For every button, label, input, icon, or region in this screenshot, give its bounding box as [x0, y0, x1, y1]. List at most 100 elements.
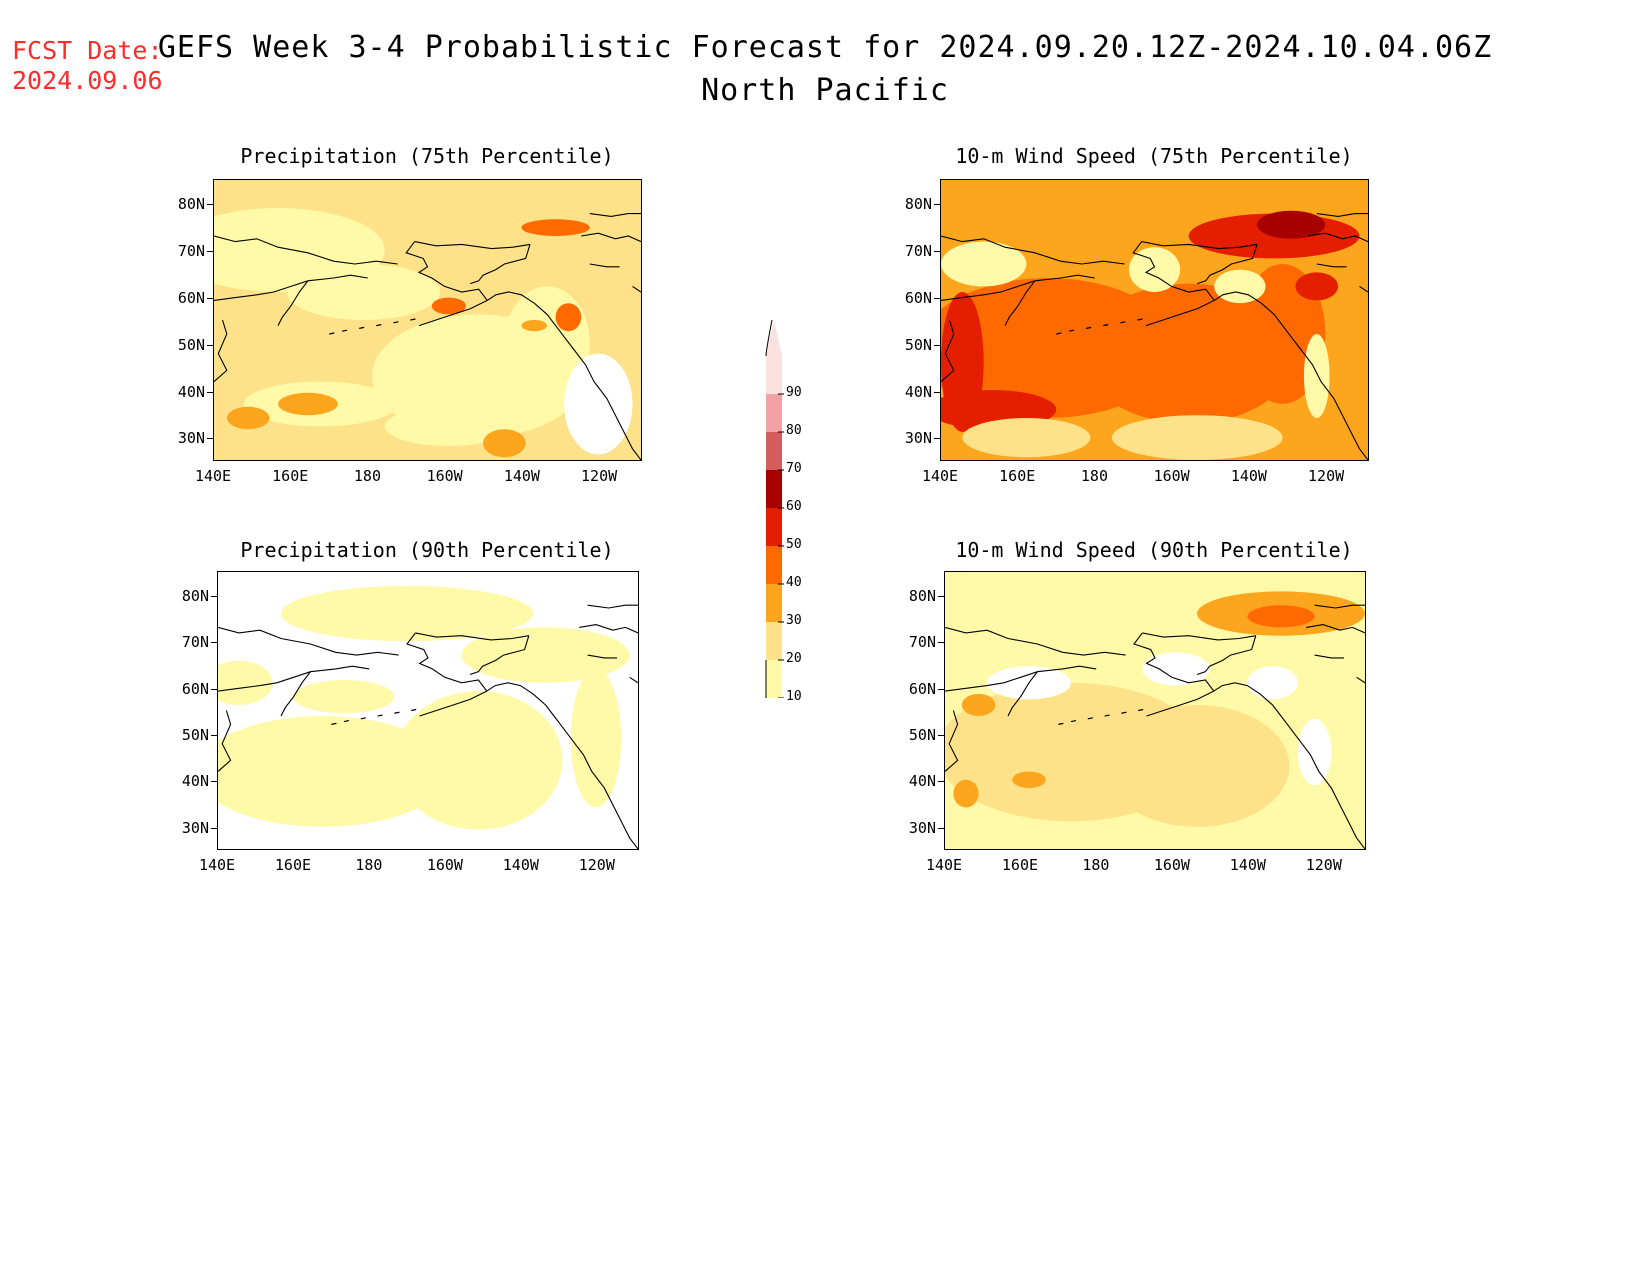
lat-tick [934, 391, 940, 393]
coastline [419, 690, 488, 717]
colorbar-label: 40 [786, 575, 802, 590]
contour-region [1012, 771, 1046, 789]
lat-tick [938, 735, 944, 737]
coastline [1141, 241, 1258, 250]
coastline [486, 291, 641, 460]
lat-tick-label: 60N [904, 289, 932, 307]
lat-tick [934, 251, 940, 253]
coastline [405, 241, 488, 301]
lon-tick-label: 180 [355, 856, 383, 874]
contour-region [1214, 269, 1266, 304]
coastline [1196, 635, 1257, 676]
colorbar-swatch [766, 508, 782, 546]
coastline [1316, 213, 1368, 217]
coastline [280, 671, 311, 717]
coastline [1306, 624, 1365, 634]
lon-tick-label: 120W [581, 467, 618, 485]
island [360, 717, 366, 720]
lat-tick-label: 80N [908, 587, 936, 606]
contour-region [286, 264, 441, 320]
coastline [1356, 676, 1365, 684]
coastline [214, 274, 368, 301]
island [1137, 318, 1143, 321]
coastline [218, 710, 232, 772]
coastline [469, 635, 530, 676]
map-precip-75 [213, 179, 642, 461]
contour-region [555, 303, 582, 332]
coastline [1197, 244, 1258, 285]
map-wind-90 [944, 571, 1366, 850]
lat-tick-label: 40N [908, 772, 936, 791]
contour-region [1297, 718, 1332, 786]
contour-region [218, 716, 449, 827]
coastline [1132, 241, 1215, 301]
contour-region [1247, 666, 1298, 700]
coastline [1359, 285, 1368, 293]
map-precip-90 [217, 571, 639, 850]
contour-region [226, 406, 270, 430]
island [343, 719, 350, 723]
lat-tick-label: 80N [181, 587, 209, 606]
lon-tick-label: 160E [999, 467, 1036, 485]
coastline [218, 665, 370, 692]
coastline [406, 632, 488, 692]
coastline [418, 299, 488, 327]
island [1103, 324, 1109, 327]
island [1058, 722, 1064, 725]
contour-region [431, 297, 466, 315]
coastline [945, 710, 959, 772]
coastline [1007, 671, 1038, 717]
lat-tick-label: 60N [908, 679, 936, 698]
forecast-date-value: 2024.09.06 [12, 66, 163, 95]
lat-tick [934, 344, 940, 346]
lat-tick-label: 30N [904, 429, 932, 448]
lat-tick-label: 70N [908, 633, 936, 652]
island [377, 714, 383, 717]
coastline [945, 665, 1097, 692]
coastline [486, 682, 638, 849]
lon-tick-label: 160W [426, 856, 463, 874]
coastline [1133, 632, 1215, 692]
lat-tick-label: 30N [177, 429, 205, 448]
contour-region [1142, 652, 1210, 686]
colorbar-swatch [766, 584, 782, 622]
coastline [470, 244, 531, 285]
lat-tick-label: 40N [181, 772, 209, 791]
lon-tick-label: 140E [925, 856, 963, 874]
contour-region [281, 585, 533, 642]
coastline [587, 654, 617, 659]
colorbar-swatch [766, 660, 782, 698]
lat-tick-label: 70N [181, 633, 209, 652]
island [410, 318, 416, 321]
colorbar-swatch [766, 622, 782, 660]
page-subtitle: North Pacific [701, 73, 949, 108]
lon-tick-label: 160W [1153, 856, 1190, 874]
colorbar: 10 20 30 40 50 60 70 80 90 [760, 318, 820, 737]
contour-region [1247, 605, 1315, 628]
contour-region [1111, 415, 1283, 460]
coastline [1142, 632, 1256, 641]
island [341, 329, 348, 332]
coastline [581, 232, 641, 243]
lat-tick [207, 344, 213, 346]
lon-tick-label: 140E [194, 467, 232, 485]
lon-tick-label: 180 [1082, 856, 1110, 874]
contour-region [941, 241, 1027, 287]
coastline [589, 263, 620, 268]
coastline [1146, 690, 1215, 717]
coastline [1145, 299, 1215, 327]
contour-region [570, 668, 622, 808]
contour-region [278, 392, 338, 416]
lon-tick-label: 120W [1308, 467, 1345, 485]
coastline [587, 604, 638, 609]
coastline [214, 319, 228, 383]
contour-region [293, 680, 395, 714]
lat-tick-label: 50N [177, 335, 205, 354]
panel-title: 10-m Wind Speed (75th Percentile) [955, 144, 1353, 168]
page-title: GEFS Week 3-4 Probabilistic Forecast for… [157, 30, 1493, 65]
colorbar-swatch [766, 356, 782, 394]
lat-tick [938, 688, 944, 690]
island [359, 326, 365, 329]
lat-tick [207, 251, 213, 253]
contour-region [384, 406, 513, 446]
